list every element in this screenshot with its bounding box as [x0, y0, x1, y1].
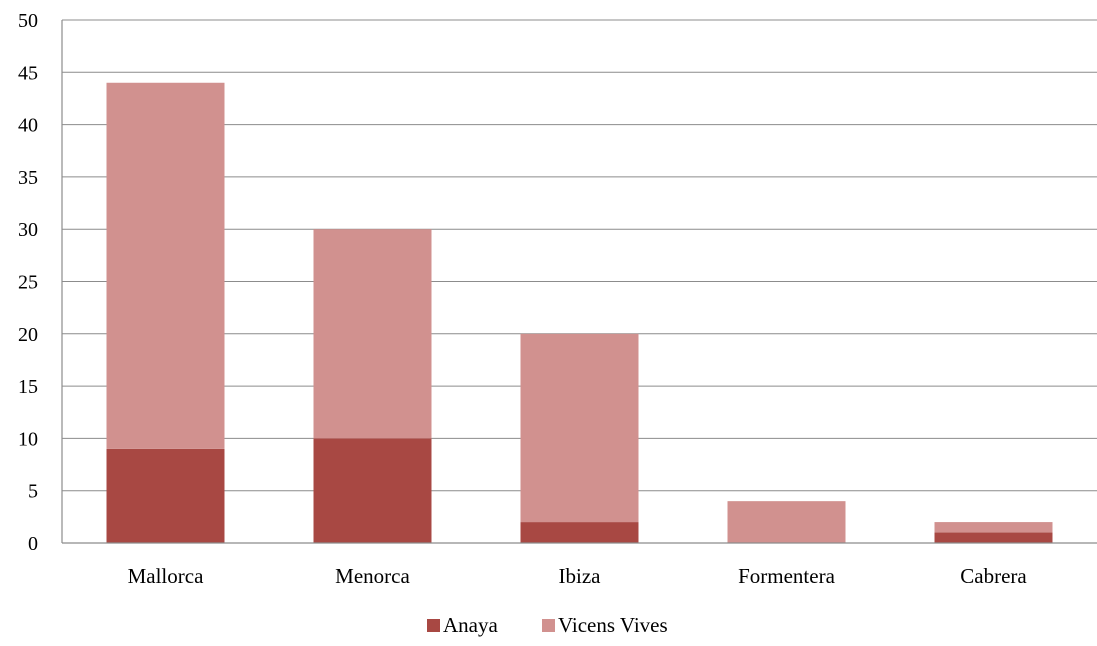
x-category-label: Cabrera [960, 564, 1027, 588]
x-category-label: Mallorca [128, 564, 204, 588]
bar-anaya-ibiza [520, 522, 639, 543]
y-tick-label: 45 [18, 62, 38, 84]
bar-vicens-vives-menorca [313, 229, 432, 439]
bar-anaya-menorca [313, 438, 432, 543]
x-category-label: Menorca [335, 564, 410, 588]
bar-vicens-vives-formentera [727, 501, 846, 543]
legend-label: Anaya [443, 613, 498, 637]
y-tick-labels: 0 5 10 15 20 25 30 35 40 45 50 [18, 10, 38, 555]
bar-anaya-mallorca [106, 448, 225, 543]
bar-vicens-vives-cabrera [934, 522, 1053, 533]
bars [106, 82, 1053, 543]
legend-label: Vicens Vives [558, 613, 668, 637]
y-tick-label: 5 [28, 481, 38, 503]
y-tick-label: 40 [18, 115, 38, 137]
bar-vicens-vives-ibiza [520, 333, 639, 523]
y-tick-label: 0 [28, 533, 38, 555]
x-category-label: Ibiza [559, 564, 602, 588]
y-tick-label: 25 [18, 272, 38, 294]
y-tick-label: 15 [18, 376, 38, 398]
legend: Anaya Vicens Vives [427, 613, 668, 637]
axes [61, 20, 1097, 544]
x-category-label: Formentera [738, 564, 835, 588]
bar-vicens-vives-mallorca [106, 82, 225, 449]
y-tick-label: 20 [18, 324, 38, 346]
y-tick-label: 50 [18, 10, 38, 32]
bar-anaya-cabrera [934, 532, 1053, 543]
y-tick-label: 30 [18, 219, 38, 241]
x-category-labels: Mallorca Menorca Ibiza Formentera Cabrera [128, 564, 1028, 588]
legend-swatch-anaya [427, 619, 440, 632]
gridlines [62, 19, 1097, 492]
y-tick-label: 10 [18, 428, 38, 450]
legend-swatch-vicens-vives [542, 619, 555, 632]
y-tick-label: 35 [18, 167, 38, 189]
